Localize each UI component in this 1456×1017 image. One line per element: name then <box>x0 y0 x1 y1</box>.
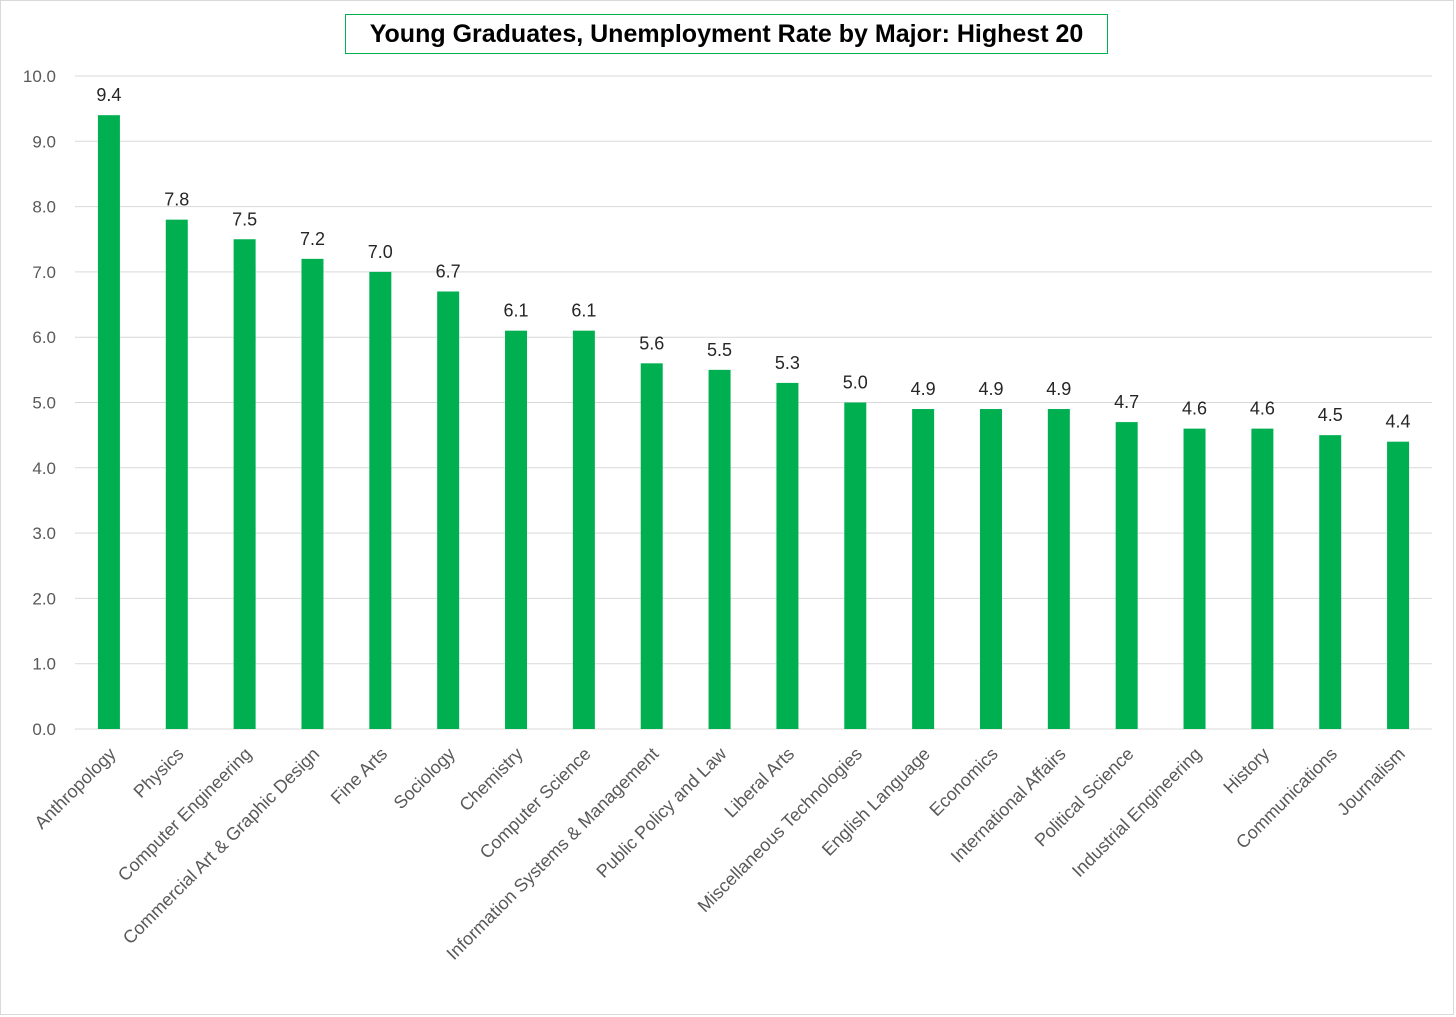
x-tick-label: Physics <box>130 744 188 802</box>
bar <box>572 330 595 729</box>
x-tick-label: History <box>1219 744 1273 798</box>
bar <box>437 291 460 729</box>
bar <box>912 409 935 729</box>
bar <box>1387 441 1410 729</box>
bar <box>1047 409 1070 729</box>
data-label: 6.7 <box>436 261 461 281</box>
data-label: 6.1 <box>571 301 596 321</box>
data-label: 4.9 <box>1046 379 1071 399</box>
y-tick-label: 8.0 <box>32 198 56 217</box>
y-tick-label: 6.0 <box>32 328 56 347</box>
data-label: 4.9 <box>978 379 1003 399</box>
x-tick-label: Public Policy and Law <box>592 743 731 882</box>
bar <box>505 330 528 729</box>
bar <box>1319 435 1342 729</box>
bar <box>1183 428 1206 729</box>
y-tick-label: 2.0 <box>32 589 56 608</box>
data-label: 5.5 <box>707 340 732 360</box>
x-tick-label: Chemistry <box>455 744 526 815</box>
bar <box>1251 428 1274 729</box>
y-tick-label: 1.0 <box>32 655 56 674</box>
x-tick-label: Computer Engineering <box>114 744 255 885</box>
x-tick-label: Anthropology <box>31 744 120 833</box>
x-tick-label: Fine Arts <box>327 744 391 808</box>
data-label: 6.1 <box>504 301 529 321</box>
y-tick-label: 3.0 <box>32 524 56 543</box>
bar <box>233 239 256 729</box>
data-label: 4.6 <box>1182 399 1207 419</box>
bar <box>844 402 867 729</box>
data-label: 9.4 <box>96 85 121 105</box>
data-label: 7.5 <box>232 209 257 229</box>
data-label: 4.9 <box>911 379 936 399</box>
bar <box>301 258 324 729</box>
x-tick-label: Journalism <box>1333 744 1409 820</box>
data-label: 7.0 <box>368 242 393 262</box>
y-tick-label: 4.0 <box>32 459 56 478</box>
x-tick-label: Sociology <box>390 744 459 813</box>
x-tick-label: International Affairs <box>947 744 1070 867</box>
bar <box>165 219 188 729</box>
data-label: 4.7 <box>1114 392 1139 412</box>
data-label: 4.5 <box>1318 405 1343 425</box>
y-tick-label: 10.0 <box>23 67 56 86</box>
y-tick-label: 7.0 <box>32 263 56 282</box>
bar <box>640 363 663 729</box>
chart-title: Young Graduates, Unemployment Rate by Ma… <box>345 14 1108 54</box>
y-tick-label: 0.0 <box>32 720 56 739</box>
data-label: 7.2 <box>300 229 325 249</box>
bar <box>979 409 1002 729</box>
data-label: 7.8 <box>164 190 189 210</box>
y-tick-label: 5.0 <box>32 394 56 413</box>
data-label: 5.3 <box>775 353 800 373</box>
bar <box>1115 422 1138 729</box>
bar <box>776 382 799 729</box>
bar <box>97 115 120 730</box>
data-label: 5.6 <box>639 333 664 353</box>
data-label: 5.0 <box>843 373 868 393</box>
data-label: 4.6 <box>1250 399 1275 419</box>
bar <box>369 271 392 729</box>
data-label: 4.4 <box>1386 412 1411 432</box>
x-tick-label: Industrial Engineering <box>1068 744 1205 881</box>
bar <box>708 369 731 729</box>
y-tick-label: 9.0 <box>32 132 56 151</box>
